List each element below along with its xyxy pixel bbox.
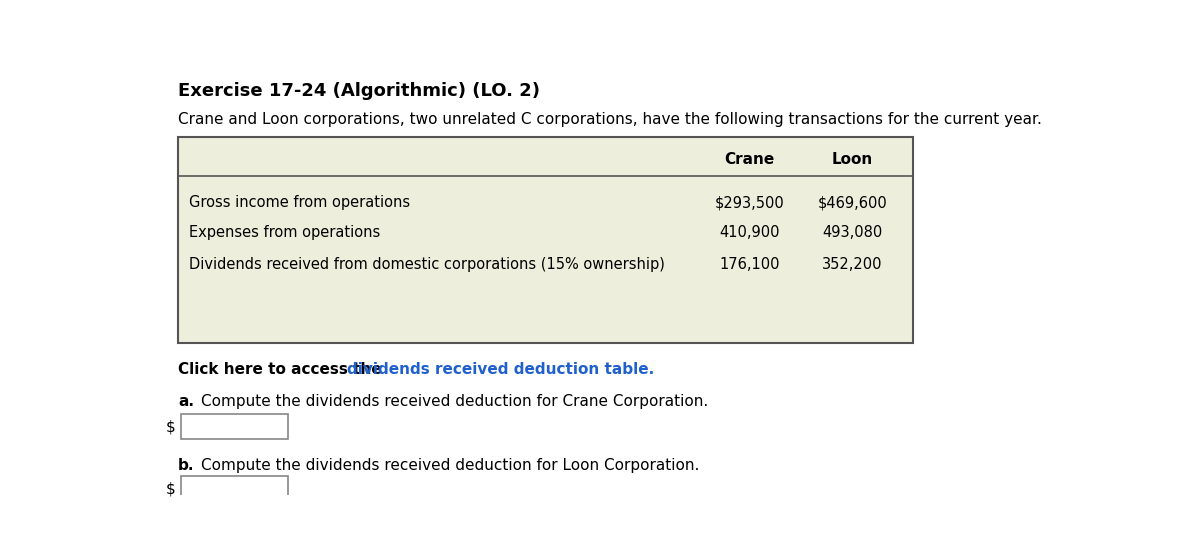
Text: Exercise 17-24 (Algorithmic) (LO. 2): Exercise 17-24 (Algorithmic) (LO. 2): [178, 82, 540, 100]
FancyBboxPatch shape: [181, 414, 288, 439]
Text: Click here to access the: Click here to access the: [178, 362, 386, 377]
Text: Loon: Loon: [832, 152, 872, 167]
Text: Dividends received from domestic corporations (15% ownership): Dividends received from domestic corpora…: [190, 257, 665, 272]
Text: $: $: [166, 481, 175, 497]
Text: Crane and Loon corporations, two unrelated C corporations, have the following tr: Crane and Loon corporations, two unrelat…: [178, 112, 1042, 127]
FancyBboxPatch shape: [181, 476, 288, 502]
Text: 493,080: 493,080: [822, 225, 882, 240]
Text: $: $: [166, 419, 175, 434]
Text: $469,600: $469,600: [817, 195, 887, 210]
Text: b.: b.: [178, 459, 194, 474]
Text: 176,100: 176,100: [720, 257, 780, 272]
Text: Crane: Crane: [725, 152, 775, 167]
Text: a.: a.: [178, 394, 194, 409]
Text: 352,200: 352,200: [822, 257, 882, 272]
Text: dividends received deduction table.: dividends received deduction table.: [347, 362, 654, 377]
Text: Expenses from operations: Expenses from operations: [190, 225, 380, 240]
Text: 410,900: 410,900: [720, 225, 780, 240]
Text: $293,500: $293,500: [715, 195, 785, 210]
Text: Compute the dividends received deduction for Crane Corporation.: Compute the dividends received deduction…: [202, 394, 708, 409]
FancyBboxPatch shape: [178, 137, 912, 343]
Text: Compute the dividends received deduction for Loon Corporation.: Compute the dividends received deduction…: [202, 459, 700, 474]
Text: Gross income from operations: Gross income from operations: [190, 195, 410, 210]
